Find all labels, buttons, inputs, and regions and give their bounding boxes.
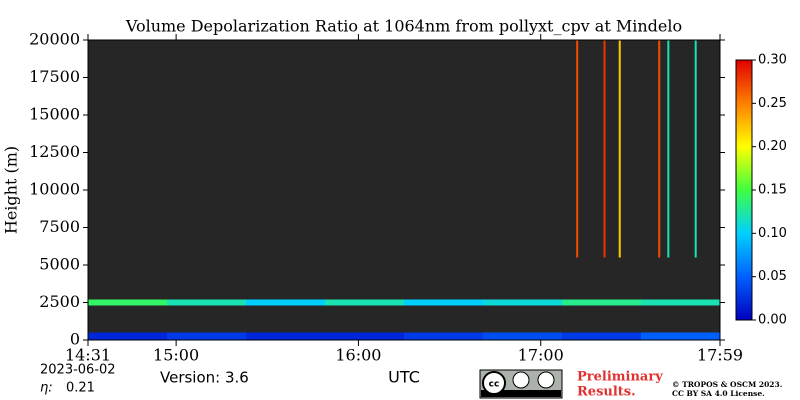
y-tick-label: 7500 xyxy=(39,217,80,236)
eta-value: 0.21 xyxy=(66,381,95,396)
version: Version: 3.6 xyxy=(160,369,249,387)
heatmap-cell xyxy=(404,332,483,340)
heatmap-cell xyxy=(641,40,720,258)
heatmap-cell xyxy=(483,322,562,333)
colorbar-tick-label: 0.30 xyxy=(758,53,787,68)
eta-label: η: xyxy=(40,381,53,396)
y-tick-label: 5000 xyxy=(39,255,80,274)
copyright-line: © TROPOS & OSCM 2023. xyxy=(672,380,782,389)
heatmap-cell xyxy=(641,257,720,300)
date: 2023-06-02 xyxy=(40,363,116,378)
x-tick-label: 17:59 xyxy=(697,346,743,365)
heatmap-cell xyxy=(562,305,641,322)
heatmap-cell xyxy=(641,322,720,333)
heatmap-cell xyxy=(404,299,483,306)
streak xyxy=(603,40,606,258)
preliminary-line: Results. xyxy=(577,385,636,400)
streak xyxy=(576,40,579,258)
heatmap-cell xyxy=(483,299,562,306)
heatmap-cell xyxy=(641,332,720,340)
colorbar-tick-label: 0.00 xyxy=(758,313,787,328)
svg-text:cc: cc xyxy=(489,380,500,390)
x-tick-label: 15:00 xyxy=(153,346,199,365)
heatmap-cell xyxy=(325,322,404,333)
heatmap-cell xyxy=(167,322,246,333)
heatmap-cell xyxy=(641,299,720,306)
heatmap-cell xyxy=(88,322,167,333)
y-tick-label: 20000 xyxy=(29,30,80,49)
heatmap-cell xyxy=(325,305,404,322)
heatmap-cell xyxy=(641,305,720,322)
heatmap-cell xyxy=(483,332,562,340)
streak xyxy=(658,40,661,258)
heatmap-cell xyxy=(246,257,325,300)
heatmap-cell xyxy=(167,299,246,306)
chart-title: Volume Depolarization Ratio at 1064nm fr… xyxy=(125,17,682,36)
heatmap-cell xyxy=(88,299,167,306)
y-tick-label: 12500 xyxy=(29,142,80,161)
heatmap-cell xyxy=(246,299,325,306)
heatmap-cell xyxy=(325,299,404,306)
heatmap-cell xyxy=(404,257,483,300)
x-tick-label: 16:00 xyxy=(335,346,381,365)
x-axis-label: UTC xyxy=(388,368,420,387)
x-tick-label: 17:00 xyxy=(518,346,564,365)
heatmap-cell xyxy=(325,257,404,300)
streak xyxy=(618,40,621,258)
heatmap-cell xyxy=(562,322,641,333)
heatmap-cell xyxy=(246,322,325,333)
heatmap-cell xyxy=(404,322,483,333)
heatmap-cell xyxy=(483,257,562,300)
colorbar-tick-label: 0.25 xyxy=(758,96,787,111)
copyright-line: CC BY SA 4.0 License. xyxy=(672,389,765,398)
colorbar-tick-label: 0.10 xyxy=(758,226,787,241)
heatmap-cell xyxy=(167,332,246,340)
streak xyxy=(667,40,670,258)
heatmap-cell xyxy=(562,40,641,258)
heatmap-cell xyxy=(88,332,167,340)
heatmap-cell xyxy=(562,257,641,300)
heatmap-cell xyxy=(88,305,167,322)
heatmap-cell xyxy=(483,40,562,258)
heatmap-cell xyxy=(167,257,246,300)
heatmap-cell xyxy=(88,257,167,300)
x-tick-label: 14:31 xyxy=(65,346,111,365)
heatmap-cell xyxy=(167,40,246,258)
colorbar-tick-label: 0.05 xyxy=(758,269,787,284)
heatmap-cell xyxy=(483,305,562,322)
y-tick-label: 10000 xyxy=(29,180,80,199)
colorbar-tick-label: 0.20 xyxy=(758,139,787,154)
preliminary-line: Preliminary xyxy=(577,370,663,385)
y-tick-label: 2500 xyxy=(39,292,80,311)
y-tick-label: 0 xyxy=(70,330,80,349)
heatmap-cell xyxy=(246,40,325,258)
y-tick-label: 17500 xyxy=(29,67,80,86)
heatmap-cell xyxy=(404,40,483,258)
heatmap-cell xyxy=(88,40,167,258)
heatmap-cell xyxy=(246,332,325,340)
heatmap-cell xyxy=(325,332,404,340)
heatmap-cell xyxy=(167,305,246,322)
heatmap-cell xyxy=(562,299,641,306)
heatmap-cell xyxy=(246,305,325,322)
colorbar-tick-label: 0.15 xyxy=(758,183,787,198)
cc-badge: cc xyxy=(479,369,563,399)
y-axis-label: Height (m) xyxy=(2,146,21,234)
y-tick-label: 15000 xyxy=(29,105,80,124)
heatmap-cell xyxy=(562,332,641,340)
heatmap-cell xyxy=(325,40,404,258)
streak xyxy=(694,40,697,258)
colorbar xyxy=(735,59,753,321)
heatmap-cell xyxy=(404,305,483,322)
